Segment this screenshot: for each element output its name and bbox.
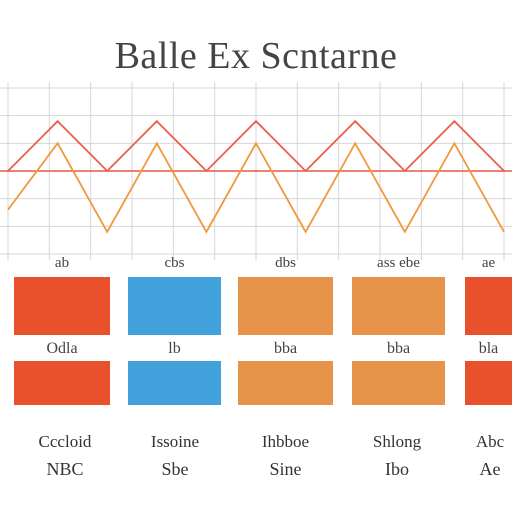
line-chart (0, 82, 512, 260)
color-block (14, 277, 110, 335)
row-label: bba (386, 340, 411, 357)
bottom-sublabel: NBC (46, 459, 84, 479)
color-block (352, 277, 445, 335)
bottom-label: Issoine (150, 432, 200, 451)
chart-title: Balle Ex Scntarne (114, 35, 398, 77)
color-block (14, 361, 110, 405)
row-label: Odla (46, 340, 78, 357)
color-block (465, 277, 512, 335)
column-label: ab (54, 255, 70, 271)
color-block (352, 361, 445, 405)
series-line-1 (7, 141, 505, 234)
color-block (238, 277, 333, 335)
series-line-0 (7, 119, 505, 173)
bottom-sublabel: Ibo (385, 459, 409, 479)
column-label: dbs (275, 255, 296, 271)
bottom-sublabel: Ae (479, 459, 501, 479)
row-label: bba (273, 340, 298, 357)
color-block (128, 277, 221, 335)
color-block (465, 361, 512, 405)
column-label: ae (481, 255, 496, 271)
bottom-label: Abc (475, 432, 505, 451)
column-label: cbs (164, 255, 185, 271)
color-block (128, 361, 221, 405)
bottom-sublabel: Sbe (161, 459, 189, 479)
bottom-sublabel: Sine (269, 459, 302, 479)
row-label: bla (478, 340, 499, 357)
column-label: ass ebe (377, 255, 420, 271)
bottom-label: Shlong (372, 432, 422, 451)
color-block (238, 361, 333, 405)
bottom-label: Ihbboe (261, 432, 310, 451)
row-label: lb (168, 340, 181, 357)
bottom-label: Cccloid (38, 432, 92, 451)
